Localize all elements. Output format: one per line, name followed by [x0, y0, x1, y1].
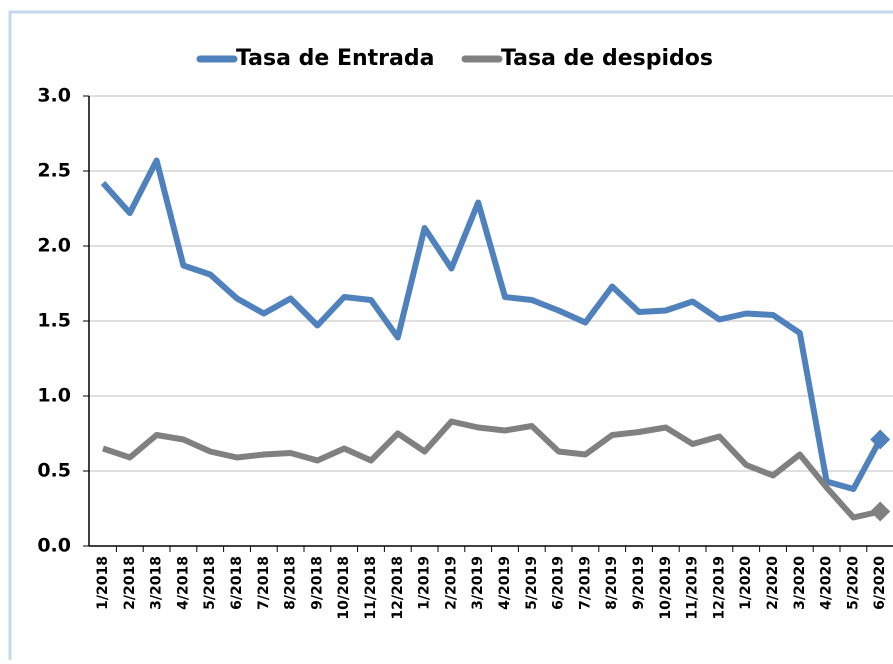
x-tick-label: 3/2018	[149, 556, 165, 610]
y-tick-label: 0.5	[37, 460, 71, 482]
x-tick-label: 9/2018	[309, 556, 325, 610]
legend-label: Tasa de Entrada	[236, 46, 434, 71]
x-tick-label: 1/2018	[95, 556, 111, 610]
y-tick-label: 2.5	[37, 160, 71, 182]
x-tick-label: 4/2018	[175, 556, 191, 610]
y-tick-label: 3.0	[37, 85, 71, 107]
y-tick-label: 2.0	[37, 235, 71, 257]
end-marker	[870, 429, 891, 450]
x-tick-label: 6/2019	[551, 556, 567, 610]
x-tick-label: 7/2019	[577, 556, 593, 610]
x-tick-label: 7/2018	[256, 556, 272, 610]
x-tick-label: 2/2019	[443, 556, 459, 610]
x-tick-label: 2/2018	[122, 556, 138, 610]
x-tick-label: 9/2019	[631, 556, 647, 610]
x-tick-label: 3/2020	[792, 556, 808, 610]
x-tick-label: 11/2019	[685, 556, 701, 620]
y-tick-label: 1.0	[37, 385, 71, 407]
x-tick-label: 6/2020	[872, 556, 888, 610]
x-tick-label: 4/2020	[819, 556, 835, 610]
legend-label: Tasa de despidos	[501, 46, 713, 71]
x-tick-label: 3/2019	[470, 556, 486, 610]
x-tick-label: 2/2020	[765, 556, 781, 610]
x-tick-label: 1/2019	[417, 556, 433, 610]
x-tick-label: 5/2019	[524, 556, 540, 610]
y-tick-label: 0.0	[37, 535, 71, 557]
x-tick-label: 5/2020	[845, 556, 861, 610]
x-tick-label: 1/2020	[738, 556, 754, 610]
x-tick-label: 5/2018	[202, 556, 218, 610]
x-tick-label: 6/2018	[229, 556, 245, 610]
end-marker	[870, 501, 891, 522]
y-tick-label: 1.5	[37, 310, 71, 332]
series-line	[100, 157, 883, 492]
x-tick-label: 10/2019	[658, 556, 674, 620]
x-tick-label: 12/2018	[390, 556, 406, 620]
x-tick-label: 8/2019	[604, 556, 620, 610]
series-line	[102, 418, 881, 521]
x-tick-label: 10/2018	[336, 556, 352, 620]
x-tick-label: 4/2019	[497, 556, 513, 610]
x-tick-label: 8/2018	[283, 556, 299, 610]
chart-frame	[8, 10, 893, 664]
x-tick-label: 12/2019	[711, 556, 727, 620]
x-tick-label: 11/2018	[363, 556, 379, 620]
